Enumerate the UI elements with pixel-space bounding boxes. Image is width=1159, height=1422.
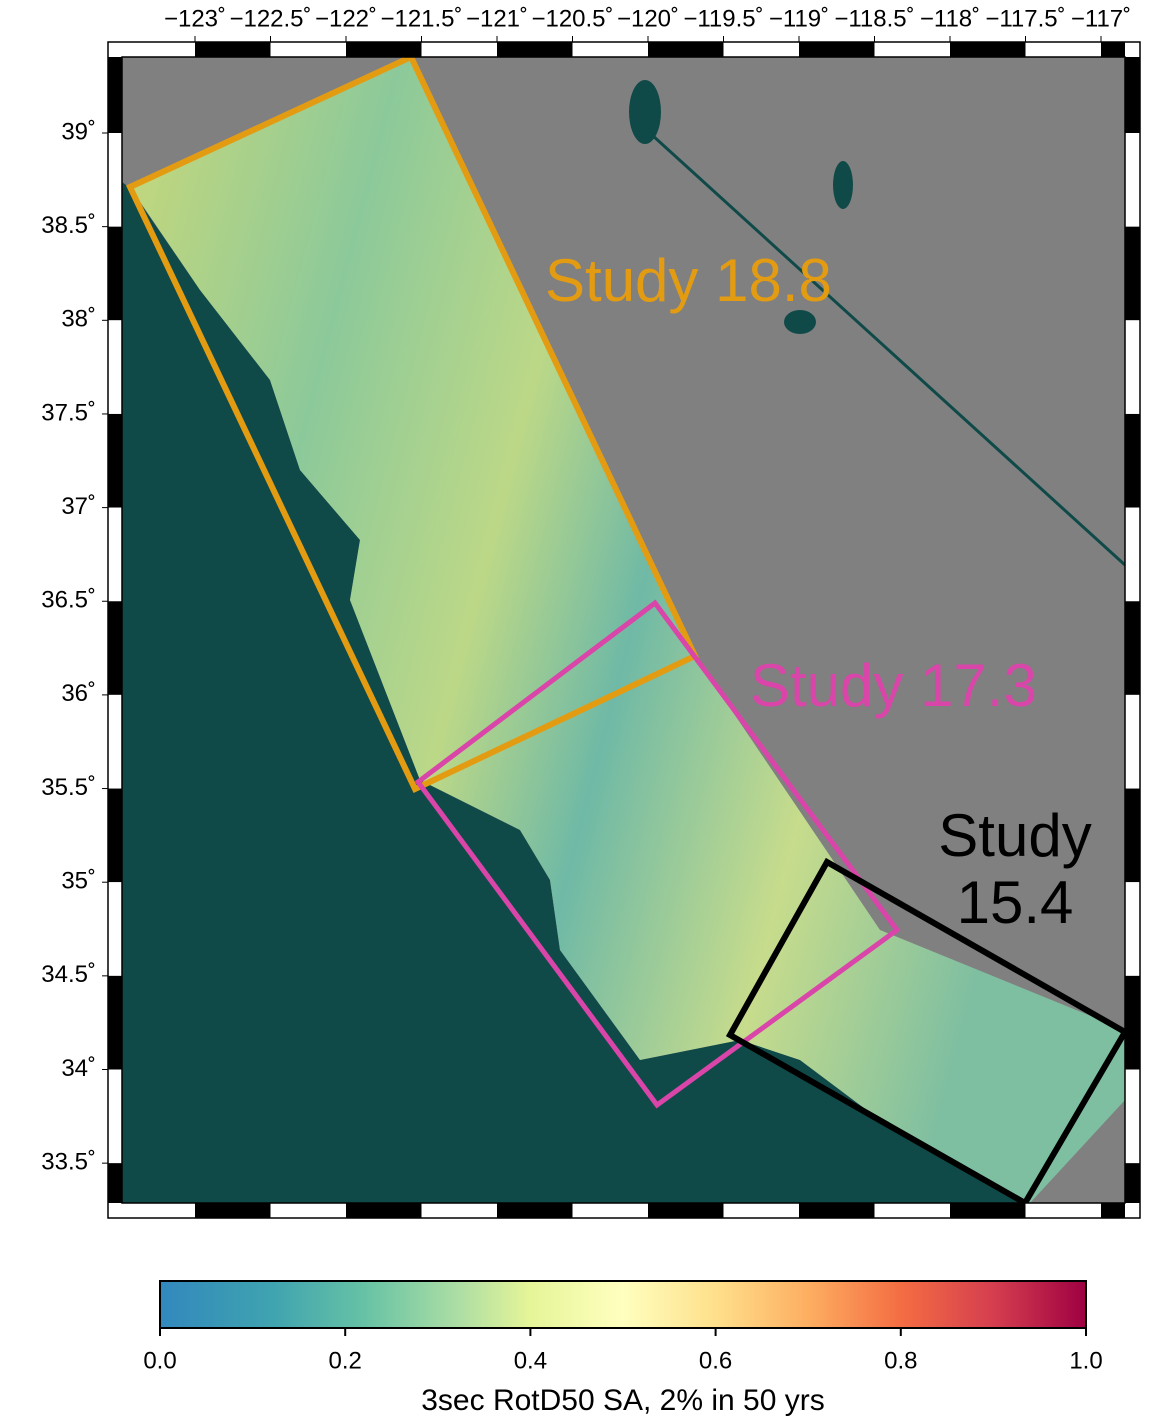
lake — [629, 80, 661, 144]
study-label: 15.4 — [957, 869, 1074, 936]
frame-segment — [1101, 1203, 1125, 1218]
frame-segment — [875, 42, 951, 57]
frame-segment — [108, 414, 122, 508]
frame-segment — [346, 42, 422, 57]
frame-segment — [1125, 133, 1140, 227]
lon-tick-label: −117.5˚ — [985, 5, 1065, 32]
frame-segment — [195, 42, 271, 57]
frame-segment — [1125, 57, 1140, 133]
colorbar — [160, 1281, 1086, 1328]
lat-tick-label: 38.5˚ — [41, 212, 96, 239]
frame-segment — [950, 1203, 1026, 1218]
lat-tick-label: 35.5˚ — [41, 774, 96, 801]
frame-segment — [799, 1203, 875, 1218]
lon-tick-label: −121.5˚ — [380, 5, 462, 32]
map-figure: Study 18.8 Study 17.3 Study 15.4 3sec Ro… — [0, 0, 1159, 1422]
study-label: Study 18.8 — [545, 247, 832, 314]
frame-segment — [422, 42, 498, 57]
lat-tick-label: 37.5˚ — [41, 399, 96, 426]
frame-segment — [497, 42, 573, 57]
frame-segment — [648, 42, 724, 57]
frame-segment — [1026, 1203, 1102, 1218]
lon-tick-label: −118.5˚ — [834, 5, 914, 32]
frame-segment — [271, 1203, 347, 1218]
lon-tick-label: −122.5˚ — [229, 5, 311, 32]
frame-segment — [108, 57, 122, 133]
frame-segment — [1125, 695, 1140, 789]
frame-segment — [108, 789, 122, 883]
lat-tick-label: 34˚ — [61, 1055, 96, 1082]
frame-segment — [1125, 601, 1140, 695]
frame-segment — [122, 1203, 195, 1218]
frame-segment — [108, 976, 122, 1070]
lon-tick-label: −120.5˚ — [531, 5, 613, 32]
frame-segment — [1125, 414, 1140, 508]
colorbar-label: 3sec RotD50 SA, 2% in 50 yrs — [421, 1384, 825, 1417]
frame-segment — [875, 1203, 951, 1218]
frame-segment — [648, 1203, 724, 1218]
frame-segment — [1125, 976, 1140, 1070]
frame-segment — [108, 601, 122, 695]
frame-segment — [271, 42, 347, 57]
frame-segment — [1125, 320, 1140, 414]
frame-segment — [122, 42, 195, 57]
frame-segment — [1125, 882, 1140, 976]
frame-segment — [573, 42, 649, 57]
frame-segment — [799, 42, 875, 57]
frame-segment — [724, 1203, 800, 1218]
frame-segment — [108, 227, 122, 321]
lon-tick-label: −121˚ — [466, 5, 528, 32]
lon-tick-label: −119.5˚ — [683, 5, 763, 32]
lon-tick-label: −123˚ — [164, 5, 226, 32]
lon-tick-label: −119˚ — [769, 5, 829, 32]
study-label: Study — [938, 802, 1091, 869]
frame-segment — [108, 508, 122, 602]
lat-tick-label: 33.5˚ — [41, 1148, 96, 1175]
lon-tick-label: −120˚ — [617, 5, 679, 32]
colorbar-tick-label: 0.2 — [329, 1347, 362, 1374]
frame-segment — [497, 1203, 573, 1218]
frame-segment — [1101, 42, 1125, 57]
lat-tick-label: 34.5˚ — [41, 961, 96, 988]
frame-segment — [1125, 508, 1140, 602]
frame-segment — [108, 1163, 122, 1203]
lat-tick-label: 38˚ — [61, 306, 96, 333]
lat-tick-label: 35˚ — [61, 868, 96, 895]
colorbar-tick-label: 1.0 — [1069, 1347, 1102, 1374]
frame-segment — [422, 1203, 498, 1218]
frame-segment — [108, 320, 122, 414]
frame-segment — [108, 695, 122, 789]
frame-segment — [195, 1203, 271, 1218]
page: {"map": { "lon_ticks": [ {"value": -123,… — [0, 0, 1159, 1422]
frame-segment — [108, 882, 122, 976]
lat-tick-label: 37˚ — [61, 493, 96, 520]
frame-segment — [108, 133, 122, 227]
frame-segment — [950, 42, 1026, 57]
frame-segment — [1125, 1070, 1140, 1164]
colorbar-tick-label: 0.8 — [884, 1347, 917, 1374]
lat-tick-label: 36.5˚ — [41, 587, 96, 614]
frame-segment — [1125, 789, 1140, 883]
frame-segment — [1125, 227, 1140, 321]
frame-segment — [108, 1070, 122, 1164]
colorbar-tick-label: 0.4 — [514, 1347, 547, 1374]
colorbar-tick-label: 0.0 — [143, 1347, 176, 1374]
frame-segment — [1125, 1163, 1140, 1203]
frame-segment — [573, 1203, 649, 1218]
frame-segment — [724, 42, 800, 57]
frame-segment — [1026, 42, 1102, 57]
lat-tick-label: 36˚ — [61, 680, 96, 707]
study-label: Study 17.3 — [750, 652, 1037, 719]
lon-tick-label: −117˚ — [1071, 5, 1131, 32]
lat-tick-label: 39˚ — [61, 118, 96, 145]
frame-segment — [346, 1203, 422, 1218]
lon-tick-label: −118˚ — [920, 5, 980, 32]
lon-tick-label: −122˚ — [315, 5, 377, 32]
lake — [833, 161, 853, 209]
colorbar-tick-label: 0.6 — [699, 1347, 732, 1374]
